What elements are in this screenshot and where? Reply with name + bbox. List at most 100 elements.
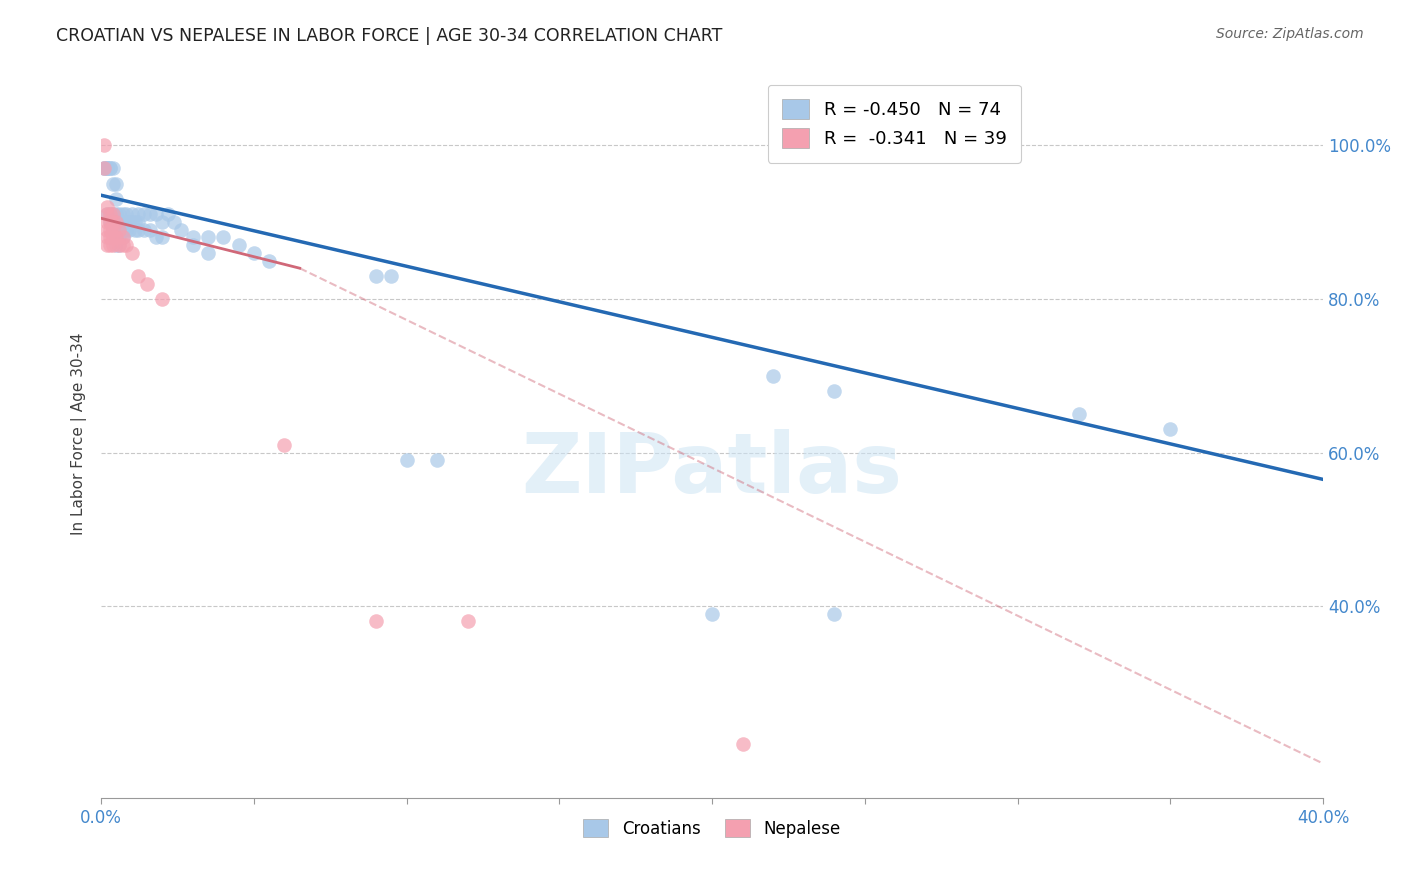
Point [103, 215, 125, 229]
Point [1159, 422, 1181, 436]
Point [395, 453, 418, 467]
Point [111, 215, 134, 229]
Point [96, 207, 118, 221]
Text: CROATIAN VS NEPALESE IN LABOR FORCE | AGE 30-34 CORRELATION CHART: CROATIAN VS NEPALESE IN LABOR FORCE | AG… [56, 27, 723, 45]
Point [103, 207, 125, 221]
Point [121, 207, 143, 221]
Point [103, 177, 125, 191]
Point [273, 438, 295, 452]
Point [117, 223, 139, 237]
Text: Source: ZipAtlas.com: Source: ZipAtlas.com [1216, 27, 1364, 41]
Point [111, 238, 134, 252]
Point [124, 223, 146, 237]
Point [114, 238, 136, 252]
Point [127, 215, 149, 229]
Point [98, 230, 121, 244]
Point [105, 215, 128, 229]
Point [181, 230, 204, 244]
Point [127, 268, 149, 283]
Point [103, 223, 125, 237]
Point [96, 161, 118, 176]
Point [169, 223, 191, 237]
Legend: Croatians, Nepalese: Croatians, Nepalese [576, 813, 848, 845]
Y-axis label: In Labor Force | Age 30-34: In Labor Force | Age 30-34 [72, 332, 87, 534]
Point [93, 161, 115, 176]
Point [121, 215, 143, 229]
Point [257, 253, 280, 268]
Point [364, 268, 387, 283]
Point [114, 215, 136, 229]
Point [150, 215, 173, 229]
Point [103, 215, 125, 229]
Point [105, 177, 128, 191]
Point [93, 161, 115, 176]
Point [426, 453, 449, 467]
Point [105, 207, 128, 221]
Point [108, 223, 131, 237]
Point [228, 238, 250, 252]
Point [96, 207, 118, 221]
Point [98, 161, 121, 176]
Point [105, 215, 128, 229]
Point [181, 238, 204, 252]
Point [105, 238, 128, 252]
Point [93, 161, 115, 176]
Point [111, 207, 134, 221]
Point [111, 230, 134, 244]
Point [98, 207, 121, 221]
Point [127, 223, 149, 237]
Point [823, 607, 845, 621]
Point [105, 230, 128, 244]
Point [108, 230, 131, 244]
Point [111, 230, 134, 244]
Point [98, 223, 121, 237]
Point [103, 230, 125, 244]
Point [108, 238, 131, 252]
Point [98, 161, 121, 176]
Text: ZIPatlas: ZIPatlas [522, 429, 903, 510]
Point [105, 192, 128, 206]
Point [96, 230, 118, 244]
Point [93, 138, 115, 153]
Point [105, 230, 128, 244]
Point [103, 238, 125, 252]
Point [212, 230, 235, 244]
Point [98, 207, 121, 221]
Point [139, 207, 162, 221]
Point [364, 615, 387, 629]
Point [150, 292, 173, 306]
Point [108, 238, 131, 252]
Point [1067, 407, 1090, 421]
Point [700, 607, 723, 621]
Point [243, 245, 266, 260]
Point [96, 238, 118, 252]
Point [457, 615, 479, 629]
Point [762, 368, 785, 383]
Point [114, 223, 136, 237]
Point [98, 215, 121, 229]
Point [127, 207, 149, 221]
Point [124, 215, 146, 229]
Point [103, 223, 125, 237]
Point [150, 230, 173, 244]
Point [108, 223, 131, 237]
Point [197, 230, 219, 244]
Point [114, 207, 136, 221]
Point [117, 215, 139, 229]
Point [108, 215, 131, 229]
Point [96, 161, 118, 176]
Point [105, 223, 128, 237]
Point [157, 207, 180, 221]
Point [103, 207, 125, 221]
Point [132, 223, 155, 237]
Point [96, 223, 118, 237]
Point [145, 230, 167, 244]
Point [136, 277, 159, 291]
Point [163, 215, 186, 229]
Point [108, 207, 131, 221]
Point [96, 215, 118, 229]
Point [96, 200, 118, 214]
Point [139, 223, 162, 237]
Point [96, 161, 118, 176]
Point [98, 215, 121, 229]
